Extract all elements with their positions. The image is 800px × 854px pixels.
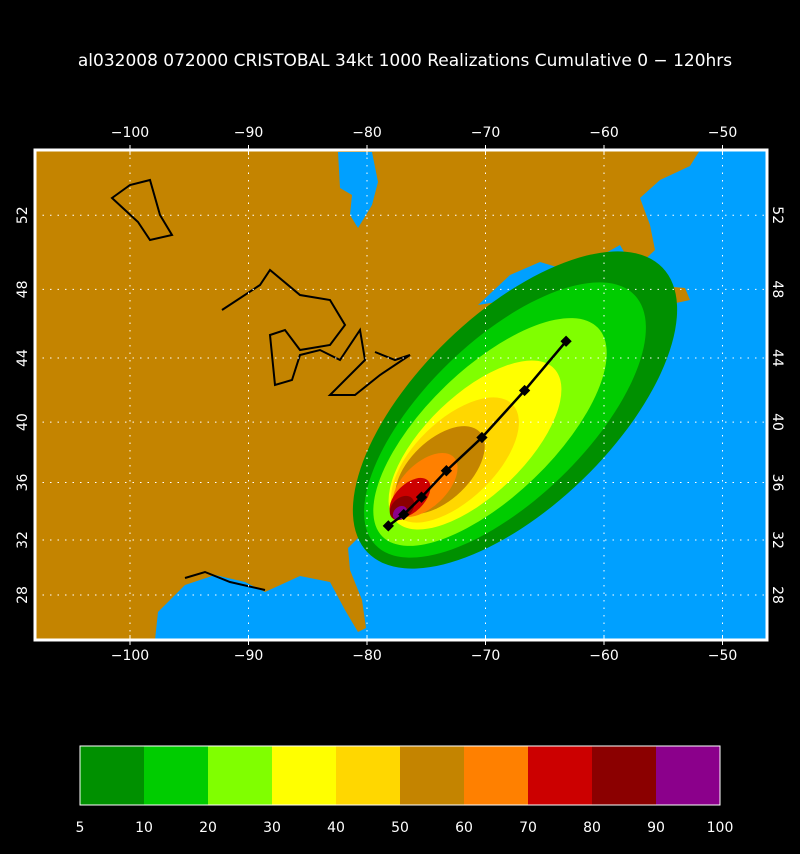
track-point [382, 520, 394, 532]
lon-tick-label: −50 [708, 125, 738, 141]
colorbar-label: 50 [391, 820, 409, 836]
colorbar-swatch [656, 746, 720, 805]
colorbar-label: 70 [519, 820, 537, 836]
lat-tick-label: 32 [15, 531, 31, 549]
colorbar-swatch [592, 746, 656, 805]
colorbar-swatch [528, 746, 592, 805]
coastlines [110, 178, 411, 591]
lon-tick-label: −100 [111, 648, 149, 664]
lat-tick-label: 44 [15, 349, 31, 367]
colorbar-swatch [80, 746, 144, 805]
lat-tick-label: 40 [769, 413, 785, 431]
title: al032008 072000 CRISTOBAL 34kt 1000 Real… [78, 51, 732, 71]
lon-tick-label: −70 [471, 125, 501, 141]
colorbar-label: 40 [327, 820, 345, 836]
lat-tick-label: 44 [769, 349, 785, 367]
colorbar-label: 100 [707, 820, 734, 836]
colorbar-label: 10 [135, 820, 153, 836]
lat-tick-label: 52 [769, 206, 785, 224]
colorbar-swatch [208, 746, 272, 805]
colorbar-label: 20 [199, 820, 217, 836]
colorbar-label: 80 [583, 820, 601, 836]
colorbar-label: 30 [263, 820, 281, 836]
lat-tick-label: 40 [15, 413, 31, 431]
axes: −100 −100 −90 −90 −80 −80 −70 −70 −60 −60 −50 −50 52… [15, 125, 785, 664]
colorbar-frame [79, 745, 721, 806]
lon-tick-label: −90 [234, 648, 264, 664]
lon-tick-label: −100 [111, 125, 149, 141]
colorbar-swatch [144, 746, 208, 805]
colorbar-label: 90 [647, 820, 665, 836]
track-point [518, 384, 531, 397]
map-area [35, 150, 767, 640]
colorbar-swatch [272, 746, 336, 805]
track-point [560, 335, 572, 347]
lat-tick-label: 36 [769, 474, 785, 492]
colorbar-swatch [400, 746, 464, 805]
lon-tick-label: −60 [589, 648, 619, 664]
track-point [476, 431, 488, 444]
colorbar-label: 5 [76, 820, 85, 836]
lon-tick-label: −60 [589, 125, 619, 141]
colorbar-swatch [464, 746, 528, 805]
lon-tick-label: −80 [352, 125, 382, 141]
lat-tick-label: 28 [769, 586, 785, 604]
colorbar-swatch [336, 746, 400, 805]
atlantic-ocean [155, 150, 767, 640]
lon-tick-label: −50 [708, 648, 738, 664]
lat-tick-label: 48 [15, 280, 31, 298]
map-frame [33, 148, 769, 642]
lat-tick-label: 28 [15, 586, 31, 604]
lat-tick-label: 48 [769, 280, 785, 298]
track-point [415, 491, 428, 503]
lon-tick-label: −90 [234, 125, 264, 141]
colorbar: 5 10 20 30 40 50 60 70 80 90 100 [76, 745, 734, 836]
track-point [440, 465, 453, 477]
lon-tick-label: −70 [471, 648, 501, 664]
lat-tick-label: 32 [769, 531, 785, 549]
lat-tick-label: 36 [15, 474, 31, 492]
hudson-bay [338, 152, 378, 228]
lat-tick-label: 52 [15, 206, 31, 224]
track-points [382, 335, 572, 532]
lon-tick-label: −80 [352, 648, 382, 664]
colorbar-label: 60 [455, 820, 473, 836]
